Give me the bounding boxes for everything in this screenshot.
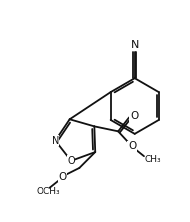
Text: N: N bbox=[131, 40, 139, 50]
Text: O: O bbox=[58, 172, 67, 182]
Text: CH₃: CH₃ bbox=[145, 155, 162, 164]
Text: O: O bbox=[128, 141, 136, 151]
Text: OCH₃: OCH₃ bbox=[37, 187, 60, 196]
Text: N: N bbox=[52, 136, 59, 146]
Text: O: O bbox=[130, 111, 138, 121]
Text: O: O bbox=[67, 156, 75, 166]
